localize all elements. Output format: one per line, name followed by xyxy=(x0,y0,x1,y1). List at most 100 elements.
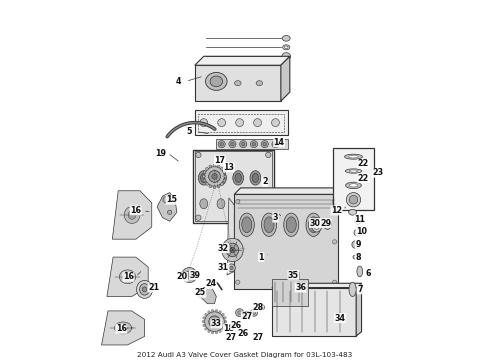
Ellipse shape xyxy=(212,174,217,179)
Ellipse shape xyxy=(218,119,225,127)
Ellipse shape xyxy=(333,199,337,204)
Ellipse shape xyxy=(208,330,210,333)
Ellipse shape xyxy=(220,142,223,146)
Text: 12: 12 xyxy=(331,206,342,215)
Text: 24: 24 xyxy=(205,279,217,288)
Ellipse shape xyxy=(233,171,244,185)
Bar xyxy=(272,279,308,306)
Polygon shape xyxy=(101,311,145,345)
Ellipse shape xyxy=(137,280,153,298)
Text: 34: 34 xyxy=(335,314,345,323)
Ellipse shape xyxy=(197,292,203,298)
Text: 21: 21 xyxy=(148,283,159,292)
Text: 14: 14 xyxy=(273,138,285,147)
Text: 32: 32 xyxy=(218,244,229,253)
Ellipse shape xyxy=(282,53,291,60)
Bar xyxy=(288,272,299,279)
Ellipse shape xyxy=(306,213,321,237)
Ellipse shape xyxy=(271,119,279,127)
Ellipse shape xyxy=(346,193,361,207)
Text: 7: 7 xyxy=(357,285,363,294)
Ellipse shape xyxy=(182,267,197,283)
Ellipse shape xyxy=(230,266,233,270)
Ellipse shape xyxy=(223,179,226,182)
Ellipse shape xyxy=(224,175,227,178)
Ellipse shape xyxy=(226,243,239,257)
Ellipse shape xyxy=(239,213,254,237)
Ellipse shape xyxy=(119,325,127,331)
Text: 26: 26 xyxy=(238,329,249,338)
Ellipse shape xyxy=(213,186,216,189)
Bar xyxy=(193,149,274,223)
Ellipse shape xyxy=(196,152,201,158)
Ellipse shape xyxy=(236,119,244,127)
Text: 35: 35 xyxy=(288,270,299,279)
Ellipse shape xyxy=(258,304,265,311)
Bar xyxy=(234,194,338,289)
Text: 17: 17 xyxy=(215,156,225,165)
Bar xyxy=(198,114,285,132)
Ellipse shape xyxy=(209,316,221,327)
Ellipse shape xyxy=(323,220,331,229)
Ellipse shape xyxy=(349,210,357,215)
Ellipse shape xyxy=(250,171,261,185)
Bar xyxy=(333,148,374,211)
Ellipse shape xyxy=(229,140,236,148)
Text: 36: 36 xyxy=(295,283,306,292)
Text: 29: 29 xyxy=(320,219,331,228)
Bar xyxy=(195,65,281,101)
Text: 13: 13 xyxy=(223,163,234,172)
Text: 27: 27 xyxy=(252,333,263,342)
Text: 9: 9 xyxy=(355,240,361,249)
Text: 6: 6 xyxy=(366,269,371,278)
Ellipse shape xyxy=(221,238,243,262)
Ellipse shape xyxy=(252,142,256,146)
Ellipse shape xyxy=(128,211,136,219)
Ellipse shape xyxy=(203,171,206,174)
Ellipse shape xyxy=(186,271,194,279)
Ellipse shape xyxy=(115,322,132,334)
Ellipse shape xyxy=(250,309,258,316)
Polygon shape xyxy=(198,286,216,304)
Ellipse shape xyxy=(224,320,227,323)
Ellipse shape xyxy=(219,311,221,313)
Ellipse shape xyxy=(261,140,269,148)
Ellipse shape xyxy=(236,280,240,284)
Ellipse shape xyxy=(188,273,191,277)
Ellipse shape xyxy=(211,331,214,334)
Ellipse shape xyxy=(205,312,224,332)
Ellipse shape xyxy=(217,185,220,188)
Ellipse shape xyxy=(213,164,216,167)
Text: 28: 28 xyxy=(252,303,263,312)
Ellipse shape xyxy=(260,306,263,309)
Ellipse shape xyxy=(196,215,201,220)
Ellipse shape xyxy=(200,119,208,127)
Text: 22: 22 xyxy=(358,159,369,168)
Ellipse shape xyxy=(242,142,245,146)
Ellipse shape xyxy=(217,199,225,209)
Ellipse shape xyxy=(209,165,212,168)
Ellipse shape xyxy=(210,76,222,87)
Text: 3: 3 xyxy=(273,213,278,222)
Polygon shape xyxy=(281,56,290,101)
Ellipse shape xyxy=(348,156,358,158)
Ellipse shape xyxy=(202,175,205,178)
Text: 27: 27 xyxy=(225,333,236,342)
Ellipse shape xyxy=(254,119,262,127)
Text: 18: 18 xyxy=(223,324,234,333)
Ellipse shape xyxy=(251,199,259,209)
Ellipse shape xyxy=(256,81,263,86)
Ellipse shape xyxy=(215,331,218,334)
Ellipse shape xyxy=(200,173,207,183)
Ellipse shape xyxy=(349,282,356,297)
Ellipse shape xyxy=(142,287,147,292)
Ellipse shape xyxy=(252,311,256,315)
Text: 4: 4 xyxy=(176,77,181,86)
Ellipse shape xyxy=(235,173,242,183)
Ellipse shape xyxy=(354,229,362,236)
Ellipse shape xyxy=(263,142,267,146)
Bar xyxy=(216,139,288,149)
Text: 1: 1 xyxy=(258,253,264,262)
Ellipse shape xyxy=(209,171,221,182)
Ellipse shape xyxy=(217,165,220,168)
